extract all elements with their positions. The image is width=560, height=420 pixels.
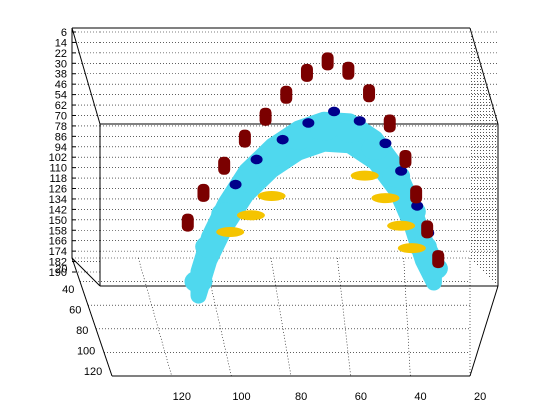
data-point xyxy=(250,154,263,165)
data-point xyxy=(350,170,379,181)
data-point xyxy=(421,220,434,239)
data-point xyxy=(218,156,231,175)
series-1 xyxy=(216,170,426,254)
data-point xyxy=(328,106,341,117)
z-axis-ticks: 6142230384654627078869410211011812613414… xyxy=(49,27,76,279)
y-tick-label: 40 xyxy=(62,284,74,296)
box-edge xyxy=(71,27,101,125)
right-wall xyxy=(470,28,498,286)
data-point xyxy=(371,193,400,204)
y-tick-label: 120 xyxy=(84,366,102,378)
x-tick-label: 80 xyxy=(295,391,307,403)
z-tick-label: 78 xyxy=(55,121,67,133)
x-tick-label: 20 xyxy=(474,391,486,403)
grid-lines xyxy=(71,31,498,377)
data-point xyxy=(184,270,213,293)
z-tick-label: 54 xyxy=(55,90,67,102)
x-tick-label: 60 xyxy=(355,391,367,403)
side-walls xyxy=(470,28,498,286)
z-tick-label: 70 xyxy=(55,110,67,122)
data-point xyxy=(257,191,286,201)
z-tick-label: 38 xyxy=(55,69,67,81)
z-tick-label: 142 xyxy=(49,204,67,216)
z-tick-label: 158 xyxy=(49,225,67,237)
data-point xyxy=(387,220,416,231)
axes-box xyxy=(71,27,499,377)
data-point xyxy=(197,183,210,202)
series-0 xyxy=(184,111,448,304)
z-tick-label: 14 xyxy=(55,37,67,49)
data-point xyxy=(321,52,334,71)
data-point xyxy=(211,202,240,225)
z-tick-label: 126 xyxy=(49,184,67,196)
data-point xyxy=(276,134,289,145)
y-tick-label: 20 xyxy=(55,263,67,275)
y-tick-label: 80 xyxy=(76,325,88,337)
data-point xyxy=(181,213,194,232)
data-point xyxy=(258,144,287,168)
data-point xyxy=(399,149,412,168)
z-tick-label: 166 xyxy=(49,236,67,248)
data-point xyxy=(259,107,272,126)
y-tick-label: 60 xyxy=(69,304,81,316)
data-point xyxy=(335,120,364,143)
z-tick-label: 94 xyxy=(55,142,67,154)
series-3 xyxy=(181,52,445,269)
x-tick-label: 100 xyxy=(232,391,250,403)
data-point xyxy=(395,166,408,176)
data-point xyxy=(411,201,424,211)
z-tick-label: 102 xyxy=(49,152,67,164)
z-tick-label: 182 xyxy=(49,257,67,269)
grid-line xyxy=(204,257,232,377)
data-point xyxy=(397,243,426,254)
z-tick-label: 118 xyxy=(49,173,67,185)
z-tick-label: 6 xyxy=(61,27,67,39)
z-tick-label: 134 xyxy=(49,194,67,206)
data-points xyxy=(181,52,448,304)
data-point xyxy=(383,114,396,133)
data-point xyxy=(238,129,251,148)
grid-line xyxy=(270,257,292,377)
data-point xyxy=(379,138,392,149)
data-point xyxy=(342,61,355,80)
data-point xyxy=(236,210,265,221)
data-point xyxy=(216,227,245,237)
x-tick-label: 120 xyxy=(173,391,191,403)
box-edge xyxy=(71,257,113,377)
z-tick-label: 150 xyxy=(49,215,67,227)
y-tick-label: 100 xyxy=(77,345,95,357)
data-point xyxy=(280,85,293,104)
data-point xyxy=(284,127,313,150)
data-point xyxy=(432,250,445,269)
z-tick-label: 174 xyxy=(49,246,67,258)
z-tick-label: 110 xyxy=(49,163,67,175)
grid-line xyxy=(337,257,351,377)
data-point xyxy=(310,118,339,141)
data-point xyxy=(229,179,242,190)
data-point xyxy=(300,63,313,82)
x-axis-ticks: 120 100 80 60 40 20 xyxy=(173,391,487,403)
grid-line xyxy=(138,257,172,377)
y-axis-ticks: 20 40 60 80 100 120 xyxy=(55,263,102,378)
data-point xyxy=(363,84,376,103)
data-point xyxy=(302,118,315,128)
x-tick-label: 40 xyxy=(414,391,426,403)
box-edge xyxy=(469,285,499,377)
grid-line xyxy=(403,257,411,377)
z-tick-label: 46 xyxy=(55,79,67,91)
data-point xyxy=(410,185,423,204)
z-tick-label: 22 xyxy=(55,48,67,60)
z-tick-label: 62 xyxy=(55,100,67,112)
z-tick-label: 30 xyxy=(55,58,67,70)
data-point xyxy=(195,235,224,258)
z-tick-label: 86 xyxy=(55,131,67,143)
z-tick-label: 190 xyxy=(49,267,67,279)
data-point xyxy=(353,116,366,126)
